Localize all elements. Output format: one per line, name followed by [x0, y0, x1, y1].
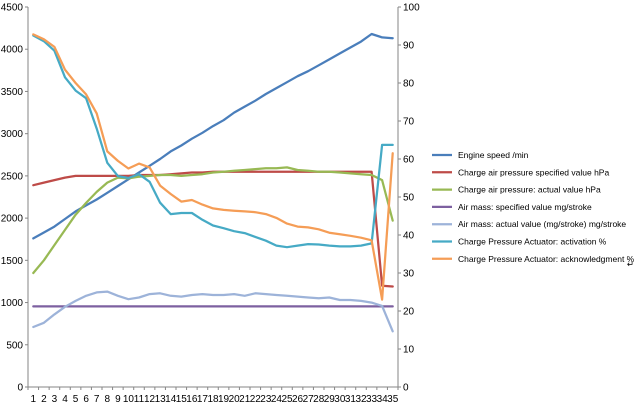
- axes-group: 0 500 1000 1500 2000 2500 3000 3500 4000 4500 0 10 2…: [1, 3, 420, 406]
- x-tick-label: 30: [334, 394, 346, 405]
- legend-label: Air mass: specified value mg/stroke: [458, 202, 592, 212]
- x-tick-label: 21: [239, 394, 251, 405]
- x-tick-label: 5: [73, 394, 79, 405]
- x-tick-label: 2: [41, 394, 47, 405]
- right-tick-label: 90: [403, 41, 415, 52]
- x-tick-label: 24: [271, 394, 283, 405]
- legend-return-glyph: ↵: [627, 259, 634, 269]
- right-tick-label: 60: [403, 155, 415, 166]
- x-tick-label: 26: [292, 394, 304, 405]
- series-line-3: [32, 166, 394, 275]
- x-tick-label: 16: [186, 394, 198, 405]
- x-tick-label: 32: [355, 394, 367, 405]
- x-tick-label: 27: [303, 394, 315, 405]
- x-tick-label: 6: [83, 394, 89, 405]
- x-tick-label: 20: [229, 394, 241, 405]
- series-line-5: [32, 290, 394, 333]
- legend-label: Charge air pressure: actual value hPa: [458, 185, 601, 195]
- x-tick-label: 23: [260, 394, 272, 405]
- left-tick-label: 1500: [1, 256, 24, 267]
- left-tick-label: 2500: [1, 171, 24, 182]
- left-tick-label: 4500: [1, 3, 24, 14]
- x-tick-label: 4: [62, 394, 68, 405]
- right-tick-label: 30: [403, 269, 415, 280]
- right-tick-label: 70: [403, 117, 415, 128]
- legend-label: Charge Pressure Actuator: activation %: [458, 237, 607, 247]
- left-tick-label: 3000: [1, 129, 24, 140]
- left-tick-label: 500: [6, 340, 23, 351]
- left-tick-label: 3500: [1, 87, 24, 98]
- legend-label: Engine speed /min: [458, 150, 529, 160]
- x-tick-label: 22: [250, 394, 262, 405]
- x-tick-label: 18: [207, 394, 219, 405]
- x-tick-label: 14: [165, 394, 177, 405]
- series-line-7: [32, 33, 394, 301]
- legend-label: Charge air pressure specified value hPa: [458, 167, 609, 177]
- right-tick-label: 0: [403, 383, 409, 394]
- x-tick-label: 8: [105, 394, 111, 405]
- x-tick-label: 9: [115, 394, 121, 405]
- x-tick-label: 29: [324, 394, 336, 405]
- right-tick-label: 20: [403, 307, 415, 318]
- left-tick-label: 1000: [1, 298, 24, 309]
- x-tick-label: 17: [197, 394, 209, 405]
- x-tick-label: 13: [155, 394, 167, 405]
- x-tick-label: 15: [176, 394, 188, 405]
- series-group: [32, 32, 394, 333]
- right-tick-label: 40: [403, 231, 415, 242]
- legend: Engine speed /min Charge air pressure spe…: [432, 150, 635, 269]
- x-tick-label: 11: [134, 394, 145, 405]
- x-tick-label: 10: [123, 394, 135, 405]
- x-tick-label: 25: [281, 394, 293, 405]
- right-tick-label: 80: [403, 79, 415, 90]
- x-tick-label: 7: [94, 394, 100, 405]
- x-tick-label: 34: [377, 394, 389, 405]
- right-tick-label: 10: [403, 345, 415, 356]
- x-tick-label: 12: [144, 394, 156, 405]
- x-tick-label: 3: [52, 394, 58, 405]
- right-tick-label: 50: [403, 193, 415, 204]
- right-tick-label: 100: [403, 3, 420, 14]
- x-tick-label: 33: [366, 394, 378, 405]
- x-tick-label: 1: [31, 394, 37, 405]
- left-tick-label: 4000: [1, 45, 24, 56]
- legend-label: Charge Pressure Actuator: acknowledgment…: [458, 254, 635, 264]
- x-tick-label: 31: [345, 394, 357, 405]
- left-tick-label: 2000: [1, 214, 24, 225]
- series-line-1: [32, 32, 394, 240]
- x-tick-label: 35: [387, 394, 399, 405]
- series-line-6: [32, 34, 394, 249]
- left-tick-label: 0: [17, 383, 23, 394]
- x-tick-label: 19: [218, 394, 230, 405]
- legend-label: Air mass: actual value (mg/stroke) mg/st…: [458, 219, 626, 229]
- x-tick-label: 28: [313, 394, 325, 405]
